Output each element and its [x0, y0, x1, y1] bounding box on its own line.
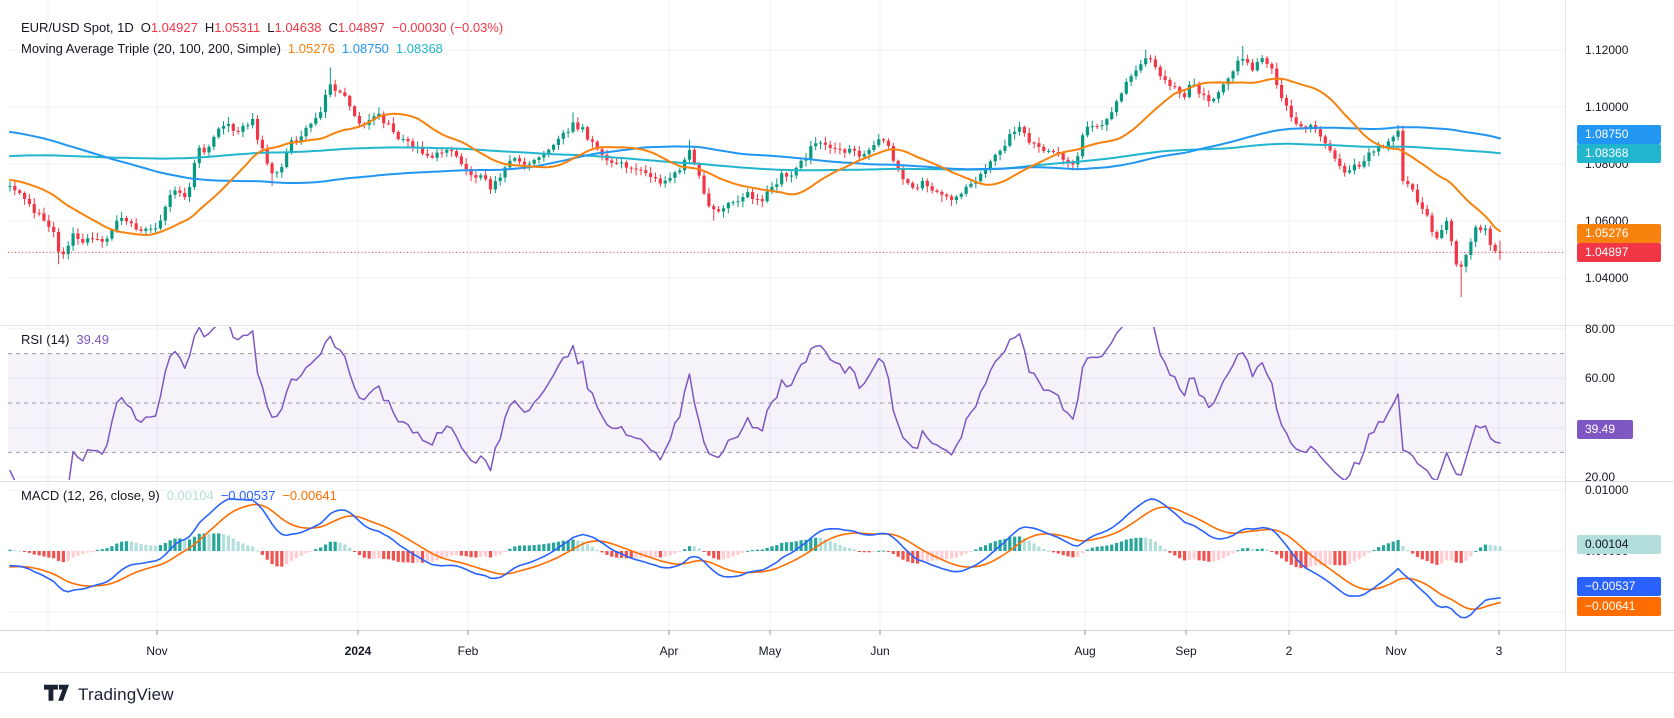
time-axis-label: 2024 — [344, 644, 372, 658]
time-axis-label: 2 — [1285, 644, 1293, 658]
ohlc-high: H1.05311 — [204, 20, 261, 35]
time-axis-label: Feb — [457, 644, 479, 658]
rsi-value: 39.49 — [76, 332, 109, 347]
ma-legend-row[interactable]: Moving Average Triple (20, 100, 200, Sim… — [21, 41, 443, 56]
ohlc-open: O1.04927 — [140, 20, 198, 35]
time-axis-label: May — [758, 644, 782, 658]
time-axis-label: Nov — [146, 644, 168, 658]
time-axis-label: Jun — [870, 644, 890, 658]
change-value: −0.00030 (−0.03%) — [391, 20, 504, 35]
rsi-tick-label: 80.00 — [1585, 321, 1616, 336]
ma20-badge: 1.05276 — [1577, 223, 1661, 243]
time-axis-label: Apr — [659, 644, 679, 658]
macd-indicator-title: MACD (12, 26, close, 9) — [21, 488, 160, 503]
macd-line-value: −0.00537 — [220, 488, 276, 503]
ma20-value: 1.05276 — [287, 41, 335, 56]
rsi-tick-label: 60.00 — [1585, 371, 1616, 386]
ma100-badge: 1.08750 — [1577, 124, 1661, 144]
rsi-tick-label: 20.00 — [1585, 470, 1616, 485]
ma100-value: 1.08750 — [341, 41, 389, 56]
rsi-legend-row[interactable]: RSI (14) 39.49 — [21, 332, 109, 347]
tradingview-logo-text: TradingView — [78, 684, 174, 704]
macd-tick-label: 0.01000 — [1585, 483, 1629, 497]
last-price-badge: 1.04897 — [1577, 242, 1661, 262]
price-tick-label: 1.10000 — [1585, 100, 1629, 114]
macd-hist-value: 0.00104 — [166, 488, 214, 503]
tradingview-logo[interactable]: TradingView — [44, 684, 174, 705]
ma-indicator-title: Moving Average Triple (20, 100, 200, Sim… — [21, 41, 281, 56]
time-axis-label: Sep — [1175, 644, 1197, 658]
ma200-badge: 1.08368 — [1577, 144, 1661, 163]
symbol-title: EUR/USD Spot, 1D — [21, 20, 134, 35]
ohlc-close: C1.04897 — [328, 20, 385, 35]
price-tick-label: 1.04000 — [1585, 271, 1629, 285]
macd-line-badge: −0.00537 — [1577, 576, 1661, 596]
time-axis-label: 3 — [1495, 644, 1503, 658]
macd-signal-value: −0.00641 — [282, 488, 337, 503]
ohlc-low: L1.04638 — [267, 20, 322, 35]
tradingview-logo-icon — [44, 684, 69, 701]
macd-legend-row[interactable]: MACD (12, 26, close, 9) 0.00104 −0.00537… — [21, 488, 337, 503]
time-axis-label: Nov — [1385, 644, 1407, 658]
macd-signal-badge: −0.00641 — [1577, 596, 1661, 616]
ma200-value: 1.08368 — [395, 41, 443, 56]
symbol-legend-row[interactable]: EUR/USD Spot, 1D O1.04927 H1.05311 L1.04… — [21, 20, 503, 35]
rsi-indicator-title: RSI (14) — [21, 332, 70, 347]
time-axis-label: Aug — [1074, 644, 1096, 658]
rsi-badge: 39.49 — [1577, 419, 1633, 439]
price-tick-label: 1.12000 — [1585, 43, 1629, 57]
macd-hist-badge: 0.00104 — [1577, 535, 1661, 555]
